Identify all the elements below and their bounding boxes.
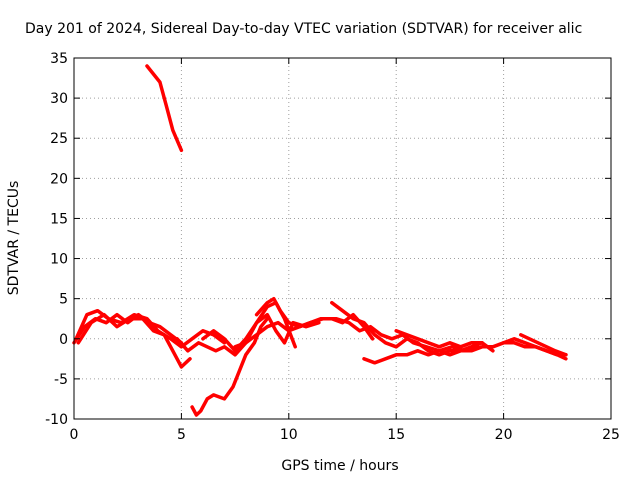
series-track-n <box>501 341 568 357</box>
y-axis-label: SDTVAR / TECUs <box>6 181 22 296</box>
series-track-j <box>330 300 495 357</box>
chart-title: Day 201 of 2024, Sidereal Day-to-day VTE… <box>25 21 582 37</box>
y-tick-label: 25 <box>50 131 68 147</box>
series-track-e <box>190 316 270 417</box>
x-tick-label: 15 <box>387 427 405 443</box>
y-tick-label: -5 <box>54 372 68 388</box>
y-tick-label: 5 <box>59 292 68 308</box>
y-tick-label: 35 <box>50 51 68 67</box>
x-tick-label: 20 <box>495 427 513 443</box>
grid-layer <box>74 58 611 419</box>
series-track-l <box>394 329 484 349</box>
y-tick-label: 20 <box>50 171 68 187</box>
tick-layer: 0 5 10 15 20 25 -10 -5 0 5 10 15 20 25 30 35 <box>45 51 620 443</box>
x-axis-label: GPS time / hours <box>281 458 398 474</box>
series-track-d <box>76 312 192 369</box>
x-tick-label: 10 <box>280 427 298 443</box>
y-tick-label: -10 <box>45 412 68 428</box>
x-tick-label: 0 <box>70 427 79 443</box>
series-track-a <box>145 64 184 153</box>
x-tick-label: 5 <box>177 427 186 443</box>
series-track-i <box>254 296 480 353</box>
series-track-m <box>519 333 568 357</box>
y-tick-label: 0 <box>59 332 68 348</box>
series-track-c <box>74 308 227 349</box>
plot-frame <box>73 57 612 420</box>
series-layer <box>72 64 568 417</box>
y-tick-label: 15 <box>50 211 68 227</box>
y-tick-label: 30 <box>50 91 68 107</box>
x-tick-label: 25 <box>602 427 620 443</box>
y-tick-label: 10 <box>50 252 68 268</box>
